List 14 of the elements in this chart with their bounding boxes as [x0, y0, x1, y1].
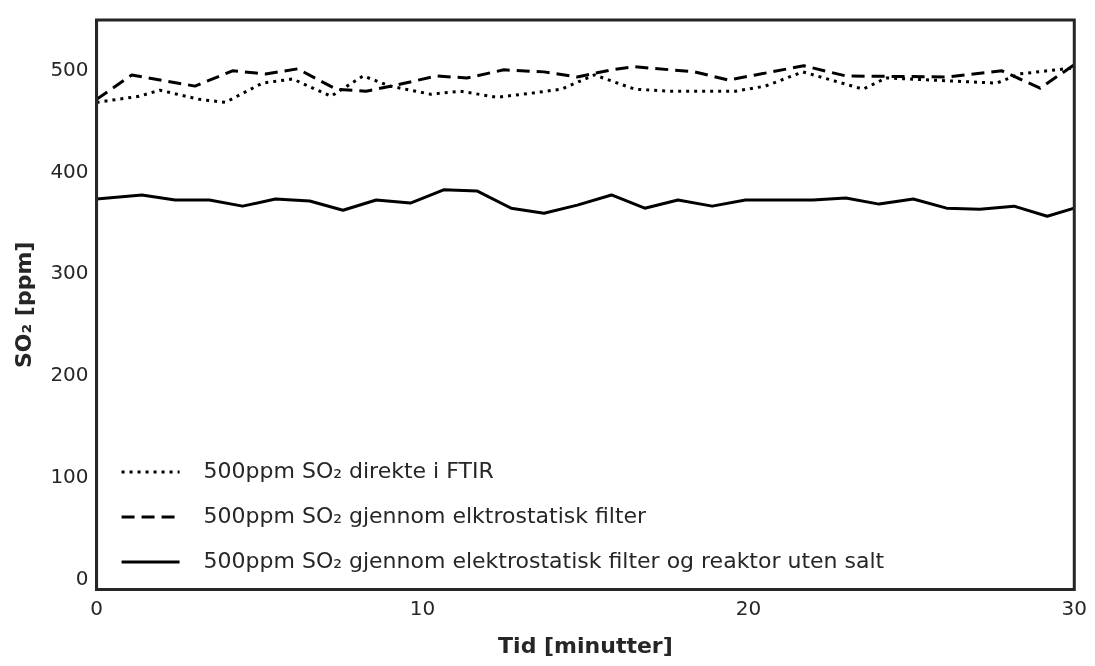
y-tick-label: 200 — [50, 362, 89, 387]
x-axis-title: Tid [minutter] — [498, 632, 673, 658]
y-tick-label: 100 — [50, 463, 89, 488]
x-tick-label: 20 — [735, 595, 762, 620]
x-tick-label: 30 — [1061, 595, 1087, 620]
y-axis-title: SO₂ [ppm] — [10, 241, 36, 368]
y-tick-label: 300 — [50, 260, 89, 285]
y-tick-label: 400 — [50, 158, 89, 183]
legend-label: 500ppm SO₂ direkte i FTIR — [203, 457, 494, 483]
y-tick-label: 500 — [50, 57, 89, 82]
y-tick-label: 0 — [75, 565, 89, 590]
legend-label: 500ppm SO₂ gjennom elektrostatisk filter og reaktor uten salt — [203, 547, 885, 573]
x-tick-label: 10 — [409, 595, 436, 620]
legend-label: 500ppm SO₂ gjennom elktrostatisk filter — [203, 502, 648, 528]
